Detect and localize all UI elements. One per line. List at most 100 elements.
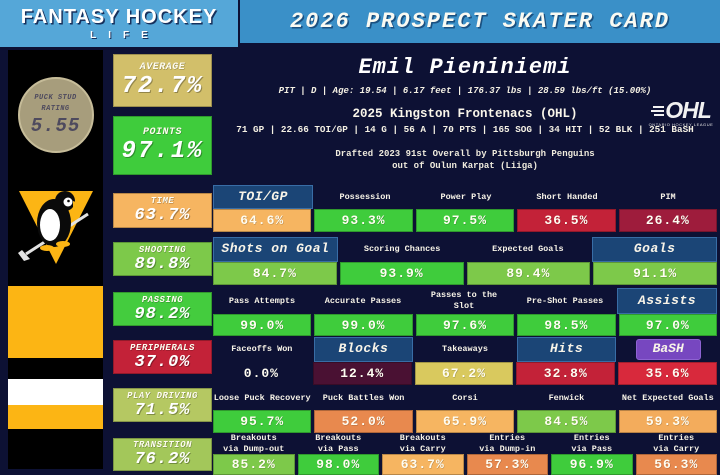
stat-header-expected-goals: Expected Goals bbox=[467, 237, 590, 262]
stat-header-label: Breakouts via Carry bbox=[399, 433, 446, 454]
stat-header-label: Puck Battles Won bbox=[322, 393, 405, 404]
stat-header-label: Entries via Dump-in bbox=[479, 433, 536, 454]
stat-header-blocks: Blocks bbox=[313, 337, 414, 362]
stat-header-label: Entries via Carry bbox=[653, 433, 700, 454]
category-value: 97.1% bbox=[121, 137, 204, 165]
team-sidebar: PUCK STUD RATING 5.55 bbox=[8, 50, 103, 469]
stats-row-peripherals: Faceoffs Won Blocks Takeaways Hits BaSH 0.0% 1… bbox=[213, 337, 717, 385]
category-rating-points: POINTS 97.1% bbox=[113, 116, 212, 175]
stat-header-label: BaSH bbox=[635, 339, 701, 360]
fhl-logo-subtext: LIFE bbox=[90, 30, 160, 41]
stat-value-entries-via-dump-in: 57.3% bbox=[466, 454, 548, 475]
stat-header-hits: Hits bbox=[516, 337, 617, 362]
stat-header-pass-attempts: Pass Attempts bbox=[213, 288, 311, 314]
stat-header-label: Corsi bbox=[452, 393, 478, 404]
fhl-logo: FANTASY HOCKEY LIFE bbox=[0, 0, 238, 47]
stat-header-label: Entries via Pass bbox=[571, 433, 613, 454]
category-value: 37.0% bbox=[134, 352, 191, 372]
stat-header-pim: PIM bbox=[619, 185, 717, 209]
category-label: SHOOTING bbox=[138, 244, 187, 255]
ohl-logo-text: OHL bbox=[665, 97, 712, 123]
stat-value-short-handed: 36.5% bbox=[517, 209, 616, 232]
stat-header-faceoffs-won: Faceoffs Won bbox=[213, 337, 311, 362]
stat-header-label: Goals bbox=[633, 241, 676, 257]
stat-header-entries-via-dump-in: Entries via Dump-in bbox=[467, 433, 549, 454]
stat-header-breakouts-via-carry: Breakouts via Carry bbox=[382, 433, 464, 454]
stat-header-label: Accurate Passes bbox=[324, 295, 402, 306]
stat-value-possession: 93.3% bbox=[314, 209, 413, 232]
category-label: TRANSITION bbox=[132, 440, 192, 450]
ohl-logo-subtext: ONTARIO HOCKEY LEAGUE bbox=[648, 122, 714, 127]
category-value: 63.7% bbox=[134, 206, 191, 225]
stat-header-label: Power Play bbox=[440, 191, 492, 202]
stat-value-faceoffs-won: 0.0% bbox=[243, 366, 279, 381]
stats-row-passing: Pass Attempts Accurate Passes Passes to th… bbox=[213, 288, 718, 336]
stat-header-scoring-chances: Scoring Chances bbox=[341, 237, 464, 262]
stat-header-label: Pre-Shot Passes bbox=[526, 295, 604, 306]
player-name: Emil Pieniniemi bbox=[358, 55, 572, 80]
stat-value-fenwick: 84.5% bbox=[517, 410, 616, 433]
category-label: AVERAGE bbox=[139, 61, 186, 73]
player-drafted-line-1: Drafted 2023 91st Overall by Pittsburgh … bbox=[335, 149, 595, 159]
stat-value-pre-shot-passes: 98.5% bbox=[517, 314, 616, 336]
stat-value-goals: 91.1% bbox=[593, 262, 717, 285]
stat-header-label: Pass Attempts bbox=[228, 295, 296, 306]
stat-header-takeaways: Takeaways bbox=[416, 337, 514, 362]
category-rating-passing: PASSING 98.2% bbox=[113, 292, 212, 326]
stats-row-shooting: Shots on Goal Scoring Chances Expected Goa… bbox=[213, 237, 717, 285]
stat-header-power-play: Power Play bbox=[417, 185, 515, 209]
stat-header-net-expected-goals: Net Expected Goals bbox=[619, 387, 717, 410]
stats-row-time: TOI/GP Possession Power Play Short Handed PI… bbox=[213, 185, 718, 232]
category-label: PERIPHERALS bbox=[130, 342, 195, 353]
stat-value-expected-goals: 89.4% bbox=[466, 262, 591, 285]
stat-value-entries-via-pass: 96.9% bbox=[551, 454, 633, 475]
ohl-speedlines-icon bbox=[651, 105, 665, 116]
stat-value-takeaways: 67.2% bbox=[414, 362, 514, 385]
stat-header-label: Possession bbox=[339, 191, 391, 202]
puck-stud-section: PUCK STUD RATING 5.55 bbox=[8, 50, 103, 180]
stat-value-puck-battles-won: 52.0% bbox=[314, 410, 413, 433]
stat-value-assists: 97.0% bbox=[618, 314, 718, 336]
stat-header-label: Fenwick bbox=[548, 393, 585, 404]
stat-value-breakouts-via-carry: 63.7% bbox=[382, 454, 464, 475]
category-value: 98.2% bbox=[134, 304, 191, 324]
stat-header-goals: Goals bbox=[592, 237, 717, 262]
puck-stud-value: 5.55 bbox=[30, 115, 81, 137]
category-label: TIME bbox=[150, 196, 175, 206]
stat-header-possession: Possession bbox=[316, 185, 414, 209]
stat-value-breakouts-via-dump-out: 85.2% bbox=[213, 454, 295, 475]
stat-header-short-handed: Short Handed bbox=[518, 185, 616, 209]
stat-header-puck-battles-won: Puck Battles Won bbox=[314, 387, 412, 410]
stat-header-label: Loose Puck Recovery bbox=[213, 393, 311, 404]
stat-header-assists: Assists bbox=[617, 288, 717, 314]
title-banner: 2026 PROSPECT SKATER CARD bbox=[240, 0, 720, 43]
stat-header-label: Hits bbox=[549, 341, 584, 357]
stat-header-entries-via-pass: Entries via Pass bbox=[551, 433, 633, 454]
stat-header-corsi: Corsi bbox=[416, 387, 514, 410]
stat-header-breakouts-via-dump-out: Breakouts via Dump-out bbox=[213, 433, 295, 454]
puck-stud-rating-badge: PUCK STUD RATING 5.55 bbox=[17, 77, 94, 153]
stat-header-label: Passes to the Slot bbox=[430, 290, 498, 311]
jersey-stripe-white bbox=[8, 379, 103, 405]
fhl-logo-text: FANTASY HOCKEY bbox=[20, 6, 218, 28]
stat-header-accurate-passes: Accurate Passes bbox=[314, 288, 412, 314]
stat-value-blocks: 12.4% bbox=[312, 362, 412, 385]
category-rating-time: TIME 63.7% bbox=[113, 193, 212, 228]
category-rating-transition: TRANSITION 76.2% bbox=[113, 438, 212, 471]
stat-value-breakouts-via-pass: 98.0% bbox=[297, 454, 379, 475]
category-rating-peripherals: PERIPHERALS 37.0% bbox=[113, 340, 212, 374]
stat-value-passes-to-the-slot: 97.6% bbox=[415, 314, 515, 336]
category-rating-shooting: SHOOTING 89.8% bbox=[113, 242, 212, 276]
stat-value-power-play: 97.5% bbox=[415, 209, 515, 232]
stat-header-label: Breakouts via Dump-out bbox=[223, 433, 285, 454]
stats-row-transition: Breakouts via Dump-out Breakouts via Pass… bbox=[213, 433, 717, 475]
stat-value-accurate-passes: 99.0% bbox=[314, 314, 413, 336]
category-label: POINTS bbox=[142, 126, 182, 138]
stat-value-loose-puck-recovery: 95.7% bbox=[213, 410, 312, 433]
stat-header-label: Breakouts via Pass bbox=[315, 433, 362, 454]
stat-header-label: Blocks bbox=[338, 341, 389, 357]
stat-header-pre-shot-passes: Pre-Shot Passes bbox=[516, 288, 614, 314]
stat-header-label: TOI/GP bbox=[238, 188, 288, 204]
stat-header-label: Assists bbox=[637, 292, 697, 308]
